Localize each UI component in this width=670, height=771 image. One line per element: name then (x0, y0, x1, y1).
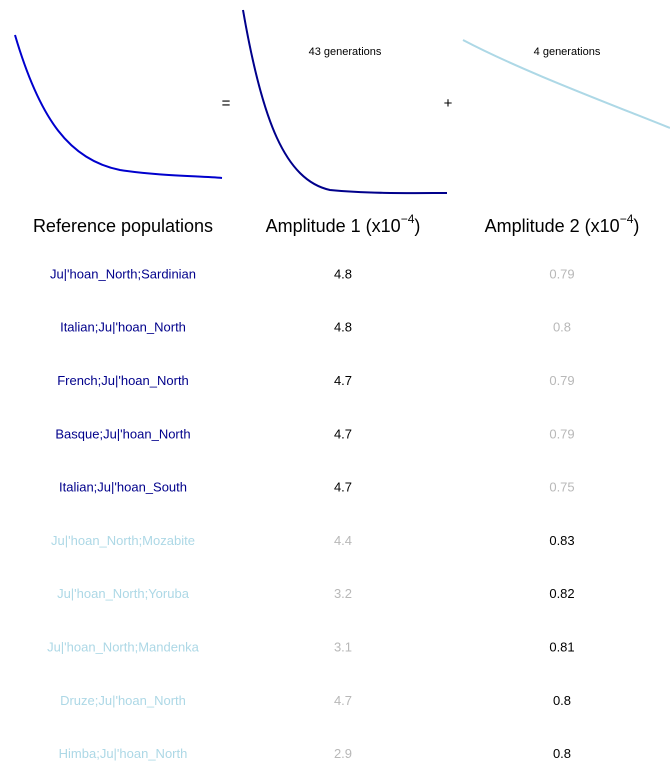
amplitude-2: 0.79 (549, 373, 574, 388)
population-name: Himba;Ju|'hoan_North (59, 746, 188, 761)
header-exponent: −4 (620, 212, 634, 226)
amplitude-2: 0.8 (553, 746, 571, 761)
population-name: Ju|'hoan_North;Mandenka (47, 640, 200, 655)
amplitude-2: 0.81 (549, 640, 574, 655)
header-text: Reference populations (33, 216, 213, 236)
column-header: Amplitude 2 (x10−4) (485, 212, 640, 236)
amplitude-2: 0.8 (553, 693, 571, 708)
amplitude-1: 4.7 (334, 480, 352, 495)
amplitude-1: 3.2 (334, 586, 352, 601)
header-suffix: ) (414, 216, 420, 236)
amplitude-1: 4.4 (334, 533, 352, 548)
population-name: Druze;Ju|'hoan_North (60, 693, 186, 708)
amplitude-1: 4.8 (334, 266, 352, 281)
amplitude-1: 3.1 (334, 640, 352, 655)
amplitude-2: 0.75 (549, 480, 574, 495)
population-name: Italian;Ju|'hoan_South (59, 480, 187, 495)
amplitude-1: 2.9 (334, 746, 352, 761)
component-1-curve (242, 9, 448, 195)
equals-sign: = (222, 95, 231, 112)
amplitude-2: 0.8 (553, 320, 571, 335)
amplitude-1: 4.7 (334, 373, 352, 388)
amplitude-2: 0.79 (549, 266, 574, 281)
population-name: Ju|'hoan_North;Yoruba (57, 586, 190, 601)
amplitude-1: 4.8 (334, 320, 352, 335)
population-name: Basque;Ju|'hoan_North (55, 426, 190, 441)
population-name: Ju|'hoan_North;Mozabite (51, 533, 195, 548)
component-label: 43 generations (309, 46, 382, 58)
population-name: Italian;Ju|'hoan_North (60, 320, 186, 335)
population-name: Ju|'hoan_North;Sardinian (50, 266, 196, 281)
header-exponent: −4 (401, 212, 415, 226)
header-text: Amplitude 1 (x10 (266, 216, 401, 236)
column-header: Reference populations (33, 216, 213, 236)
population-name: French;Ju|'hoan_North (57, 373, 189, 388)
column-header: Amplitude 1 (x10−4) (266, 212, 421, 236)
amplitude-2: 0.82 (549, 586, 574, 601)
header-text: Amplitude 2 (x10 (485, 216, 620, 236)
plus-sign: + (444, 95, 453, 112)
amplitude-2: 0.79 (549, 426, 574, 441)
header-suffix: ) (633, 216, 639, 236)
amplitude-1: 4.7 (334, 426, 352, 441)
component-label: 4 generations (534, 46, 601, 58)
combined-curve (14, 34, 223, 179)
component-2-curve (462, 39, 670, 129)
amplitude-1: 4.7 (334, 693, 352, 708)
amplitude-2: 0.83 (549, 533, 574, 548)
